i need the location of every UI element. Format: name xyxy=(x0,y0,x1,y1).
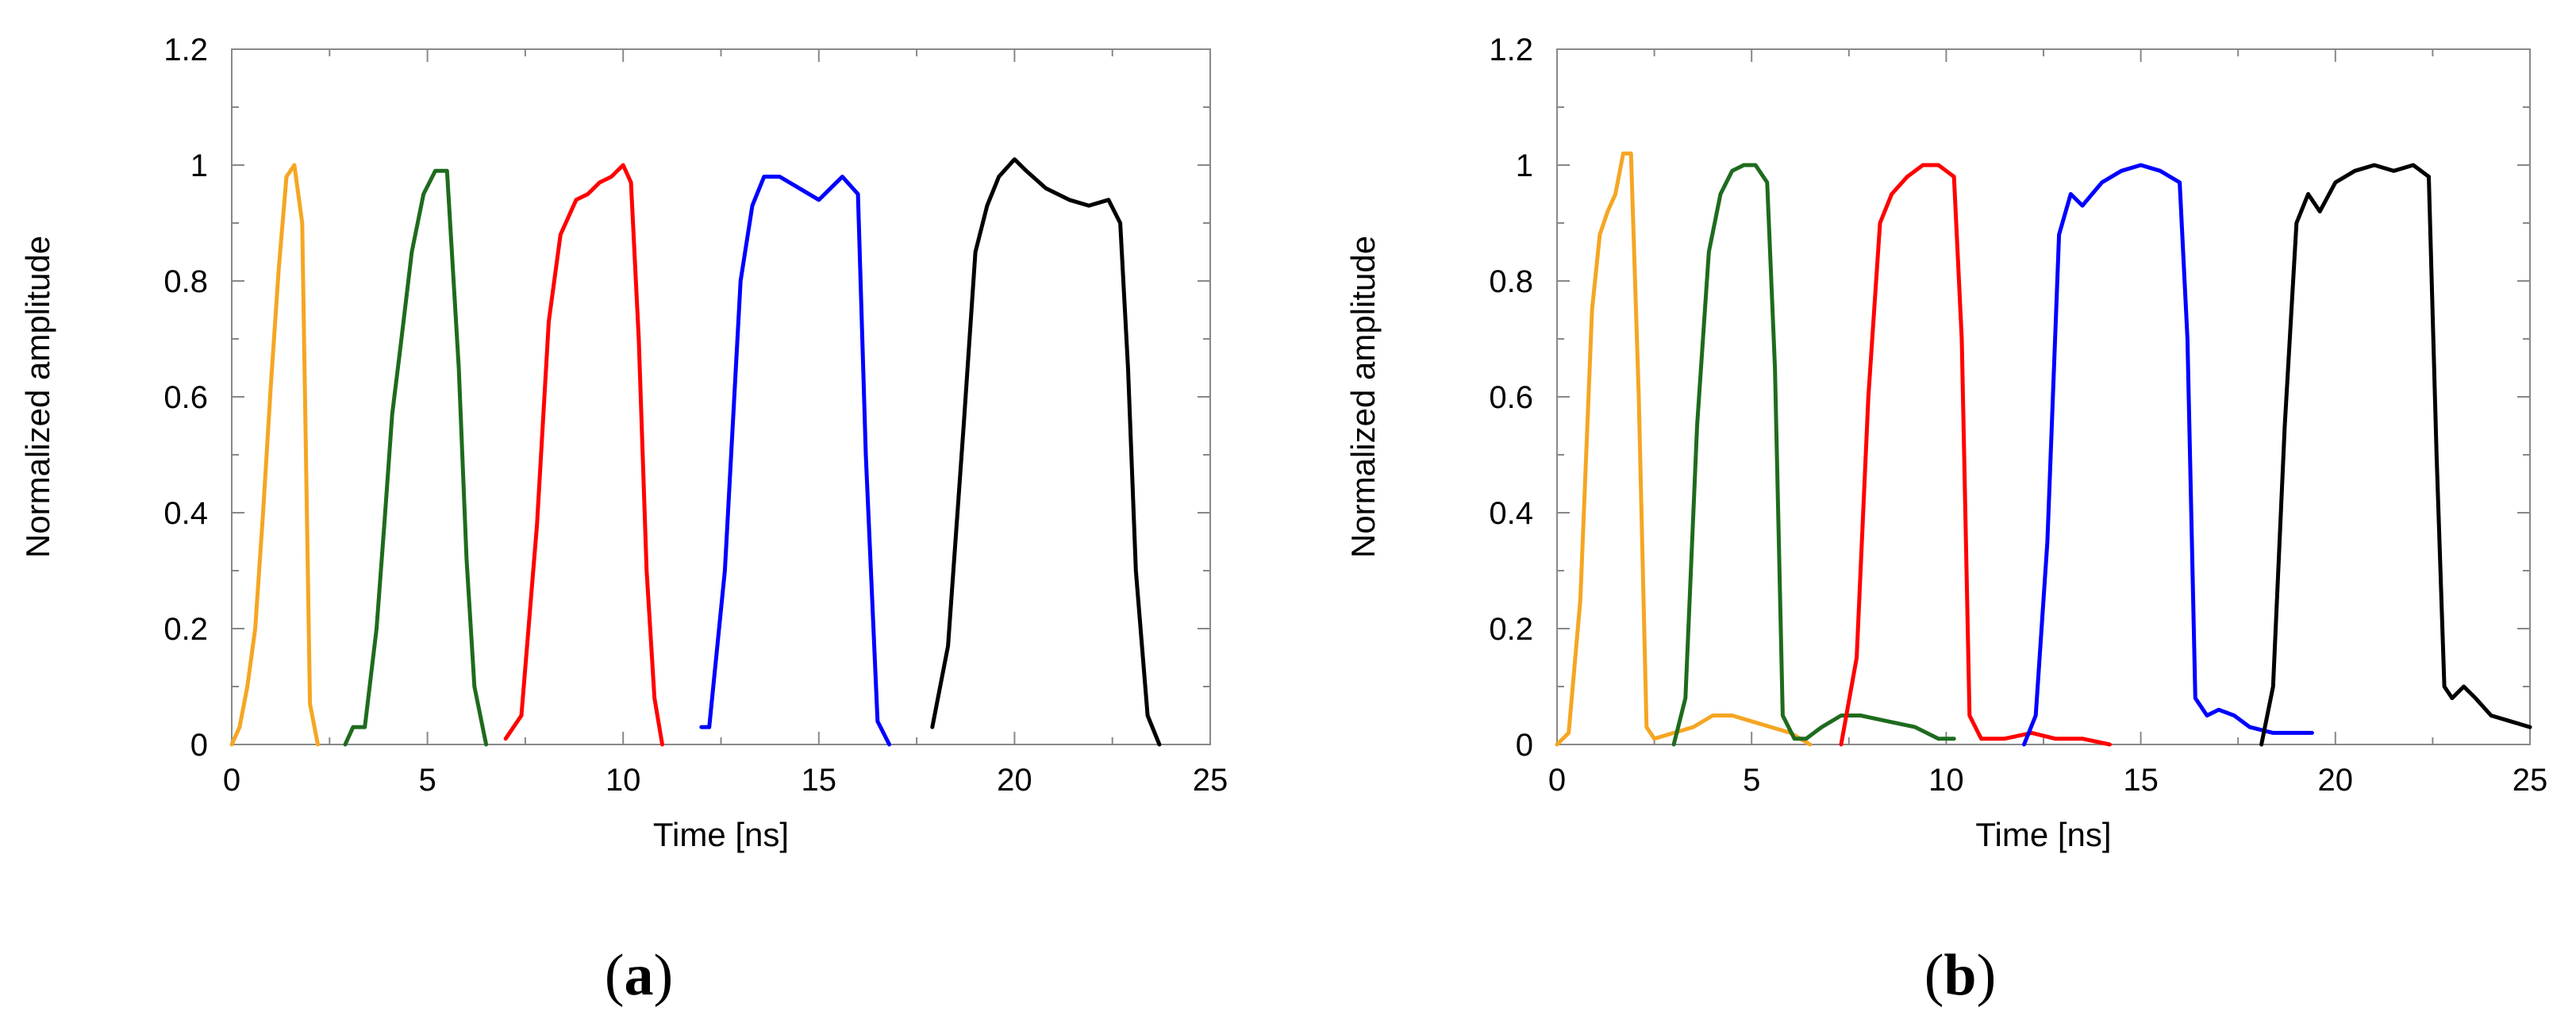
x-tick-label: 10 xyxy=(1928,763,1964,798)
y-tick-label: 0.6 xyxy=(163,380,208,415)
y-tick-label: 0.6 xyxy=(1489,380,1533,415)
y-tick-label: 1.2 xyxy=(1489,33,1533,67)
x-tick-label: 15 xyxy=(2123,763,2159,798)
x-tick-label: 0 xyxy=(1548,763,1566,798)
plot-frame xyxy=(231,48,1211,745)
series-line-orange xyxy=(229,163,320,747)
series-line-blue xyxy=(699,175,892,747)
y-tick-label: 1.2 xyxy=(163,33,208,67)
x-tick-label: 0 xyxy=(223,763,240,798)
panel-caption-open: ( xyxy=(1924,943,1944,1008)
panel-caption-close: ) xyxy=(1977,943,1997,1008)
y-tick-label: 0.8 xyxy=(163,264,208,299)
panel-caption-letter: a xyxy=(625,943,654,1008)
panel-caption: (b) xyxy=(1924,943,1996,1008)
series-line-blue xyxy=(2022,163,2314,747)
x-axis-label: Time [ns] xyxy=(1975,816,2111,853)
series-line-red xyxy=(1839,163,2112,747)
chart-panel-b: 0 5 10 15 20 25 0 0.2 0.4 0.6 0.8 1 1.2 Time [ns] Norm… xyxy=(1344,33,2547,1008)
y-tick-label: 0 xyxy=(1516,728,1533,763)
panel-caption-open: ( xyxy=(605,943,625,1008)
y-tick-label: 0.4 xyxy=(163,496,208,531)
panel-caption: (a) xyxy=(605,943,673,1008)
x-tick-label: 20 xyxy=(997,763,1032,798)
y-tick-label: 0.8 xyxy=(1489,264,1533,299)
x-tick-label: 25 xyxy=(2513,763,2548,798)
plot-frame xyxy=(1556,48,2531,745)
x-tick-label: 10 xyxy=(606,763,641,798)
y-axis-label: Normalized amplitude xyxy=(1344,236,1382,558)
chart-panel-a: 0 5 10 15 20 25 0 0.2 0.4 0.6 0.8 1 1.2 Time [ns] Norm… xyxy=(19,33,1228,1008)
y-tick-label: 1 xyxy=(1516,148,1533,183)
y-axis-label: Normalized amplitude xyxy=(19,236,56,558)
x-tick-label: 15 xyxy=(802,763,837,798)
series-line-black xyxy=(2259,163,2532,747)
y-tick-label: 0 xyxy=(190,728,208,763)
series-line-green xyxy=(1671,163,1956,747)
y-tick-label: 0.2 xyxy=(1489,612,1533,647)
x-tick-label: 25 xyxy=(1193,763,1228,798)
series-line-green xyxy=(343,168,489,747)
y-tick-label: 0.4 xyxy=(1489,496,1533,531)
panel-caption-close: ) xyxy=(654,943,674,1008)
x-tick-label: 5 xyxy=(1743,763,1760,798)
y-tick-label: 0.2 xyxy=(163,612,208,647)
x-tick-label: 20 xyxy=(2318,763,2354,798)
x-tick-label: 5 xyxy=(418,763,436,798)
y-tick-label: 1 xyxy=(190,148,208,183)
x-axis-label: Time [ns] xyxy=(653,816,789,853)
series-line-red xyxy=(503,163,664,747)
series-line-black xyxy=(930,157,1162,747)
series-line-orange xyxy=(1555,151,1813,747)
panel-caption-letter: b xyxy=(1944,943,1976,1008)
